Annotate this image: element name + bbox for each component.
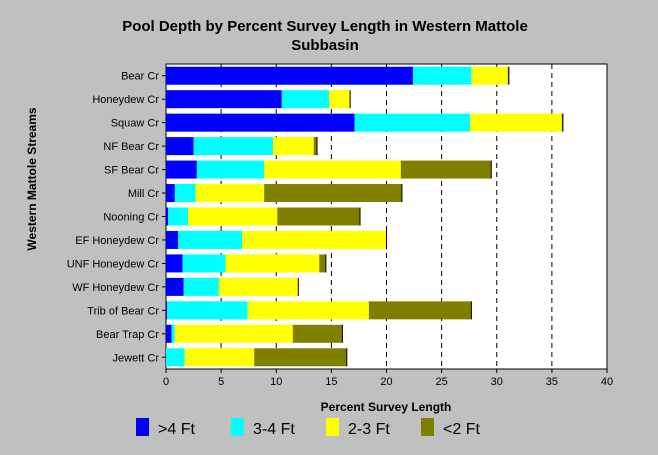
bar-segment — [277, 207, 361, 226]
bar-segment — [166, 113, 355, 132]
bar-segment — [166, 90, 282, 109]
bar-segment — [171, 324, 175, 343]
bar-segment — [247, 301, 369, 320]
legend-label: 2-3 Ft — [348, 421, 390, 438]
bar-segment — [281, 90, 330, 109]
bar-segment — [471, 66, 508, 85]
category-label: Trib of Bear Cr — [87, 305, 159, 317]
category-label: Jewett Cr — [113, 352, 160, 364]
bar-segment — [174, 184, 196, 203]
x-tick-label: 5 — [218, 376, 224, 388]
bar-segment — [242, 230, 387, 249]
bar-segment — [166, 230, 179, 249]
category-label: Bear Trap Cr — [96, 329, 159, 341]
category-label: UNF Honeydew Cr — [67, 258, 160, 270]
legend-swatch — [136, 418, 149, 436]
bar-segment — [184, 348, 255, 367]
x-tick-label: 35 — [546, 376, 558, 388]
x-tick-label: 40 — [601, 376, 613, 388]
bar-segment — [166, 184, 175, 203]
bar-segment — [167, 301, 248, 320]
x-tick-label: 25 — [436, 376, 448, 388]
bar-segment — [319, 254, 326, 273]
bar-segment — [196, 160, 265, 179]
bar-segment — [174, 324, 293, 343]
bars — [166, 66, 564, 367]
bar-segment — [166, 324, 172, 343]
bar-segment — [193, 137, 273, 156]
bar-segment — [178, 230, 243, 249]
bar-segment — [182, 254, 226, 273]
bar-segment — [354, 113, 471, 132]
bar-segment — [166, 137, 194, 156]
bar-segment — [368, 301, 472, 320]
chart-title-line-2: Subbasin — [291, 37, 359, 54]
legend-label: 3-4 Ft — [253, 421, 295, 438]
category-label: Nooning Cr — [103, 212, 159, 224]
legend-label: >4 Ft — [158, 421, 195, 438]
bar-segment — [507, 66, 509, 85]
bar-segment — [412, 66, 472, 85]
x-tick-label: 10 — [270, 376, 282, 388]
x-tick-label: 0 — [163, 376, 169, 388]
bar-segment — [166, 254, 183, 273]
bar-segment — [272, 137, 314, 156]
bar-segment — [166, 207, 169, 226]
bar-segment — [183, 277, 219, 296]
bar-segment — [168, 207, 189, 226]
bar-segment — [264, 184, 402, 203]
x-axis-title: Percent Survey Length — [321, 400, 452, 414]
category-label: WF Honeydew Cr — [72, 282, 159, 294]
bar-segment — [166, 348, 185, 367]
bar-segment — [561, 113, 563, 132]
bar-segment — [313, 137, 318, 156]
category-label: Bear Cr — [121, 71, 159, 83]
bar-segment — [470, 113, 562, 132]
bar-segment — [264, 160, 401, 179]
category-label: SF Bear Cr — [104, 165, 159, 177]
x-tick-label: 20 — [380, 376, 392, 388]
legend-swatch — [231, 418, 244, 436]
legend-swatch — [421, 418, 434, 436]
bar-segment — [166, 66, 413, 85]
category-label: Honeydew Cr — [92, 94, 159, 106]
category-label: NF Bear Cr — [103, 141, 159, 153]
x-ticks: 0 5 10 15 20 25 30 35 40 — [163, 369, 613, 388]
bar-segment — [329, 90, 351, 109]
bar-segment — [254, 348, 347, 367]
chart-title-line-1: Pool Depth by Percent Survey Length in W… — [122, 18, 528, 35]
legend-label: <2 Ft — [443, 421, 480, 438]
bar-segment — [188, 207, 278, 226]
bar-segment — [292, 324, 343, 343]
x-tick-label: 15 — [325, 376, 337, 388]
bar-segment — [218, 277, 299, 296]
bar-segment — [166, 160, 197, 179]
bar-segment — [225, 254, 320, 273]
category-label: Squaw Cr — [111, 118, 160, 130]
category-label: Mill Cr — [128, 188, 159, 200]
legend-swatch — [326, 418, 339, 436]
bar-segment — [166, 277, 184, 296]
category-label: EF Honeydew Cr — [75, 235, 159, 247]
bar-segment — [400, 160, 492, 179]
bar-segment — [166, 301, 168, 320]
x-tick-label: 30 — [491, 376, 503, 388]
y-axis-title: Western Mattole Streams — [25, 107, 39, 250]
category-labels: Bear Cr Honeydew Cr Squaw Cr NF Bear Cr SF B… — [67, 71, 166, 364]
legend: >4 Ft 3-4 Ft 2-3 Ft <2 Ft — [136, 418, 480, 438]
bar-segment — [195, 184, 265, 203]
